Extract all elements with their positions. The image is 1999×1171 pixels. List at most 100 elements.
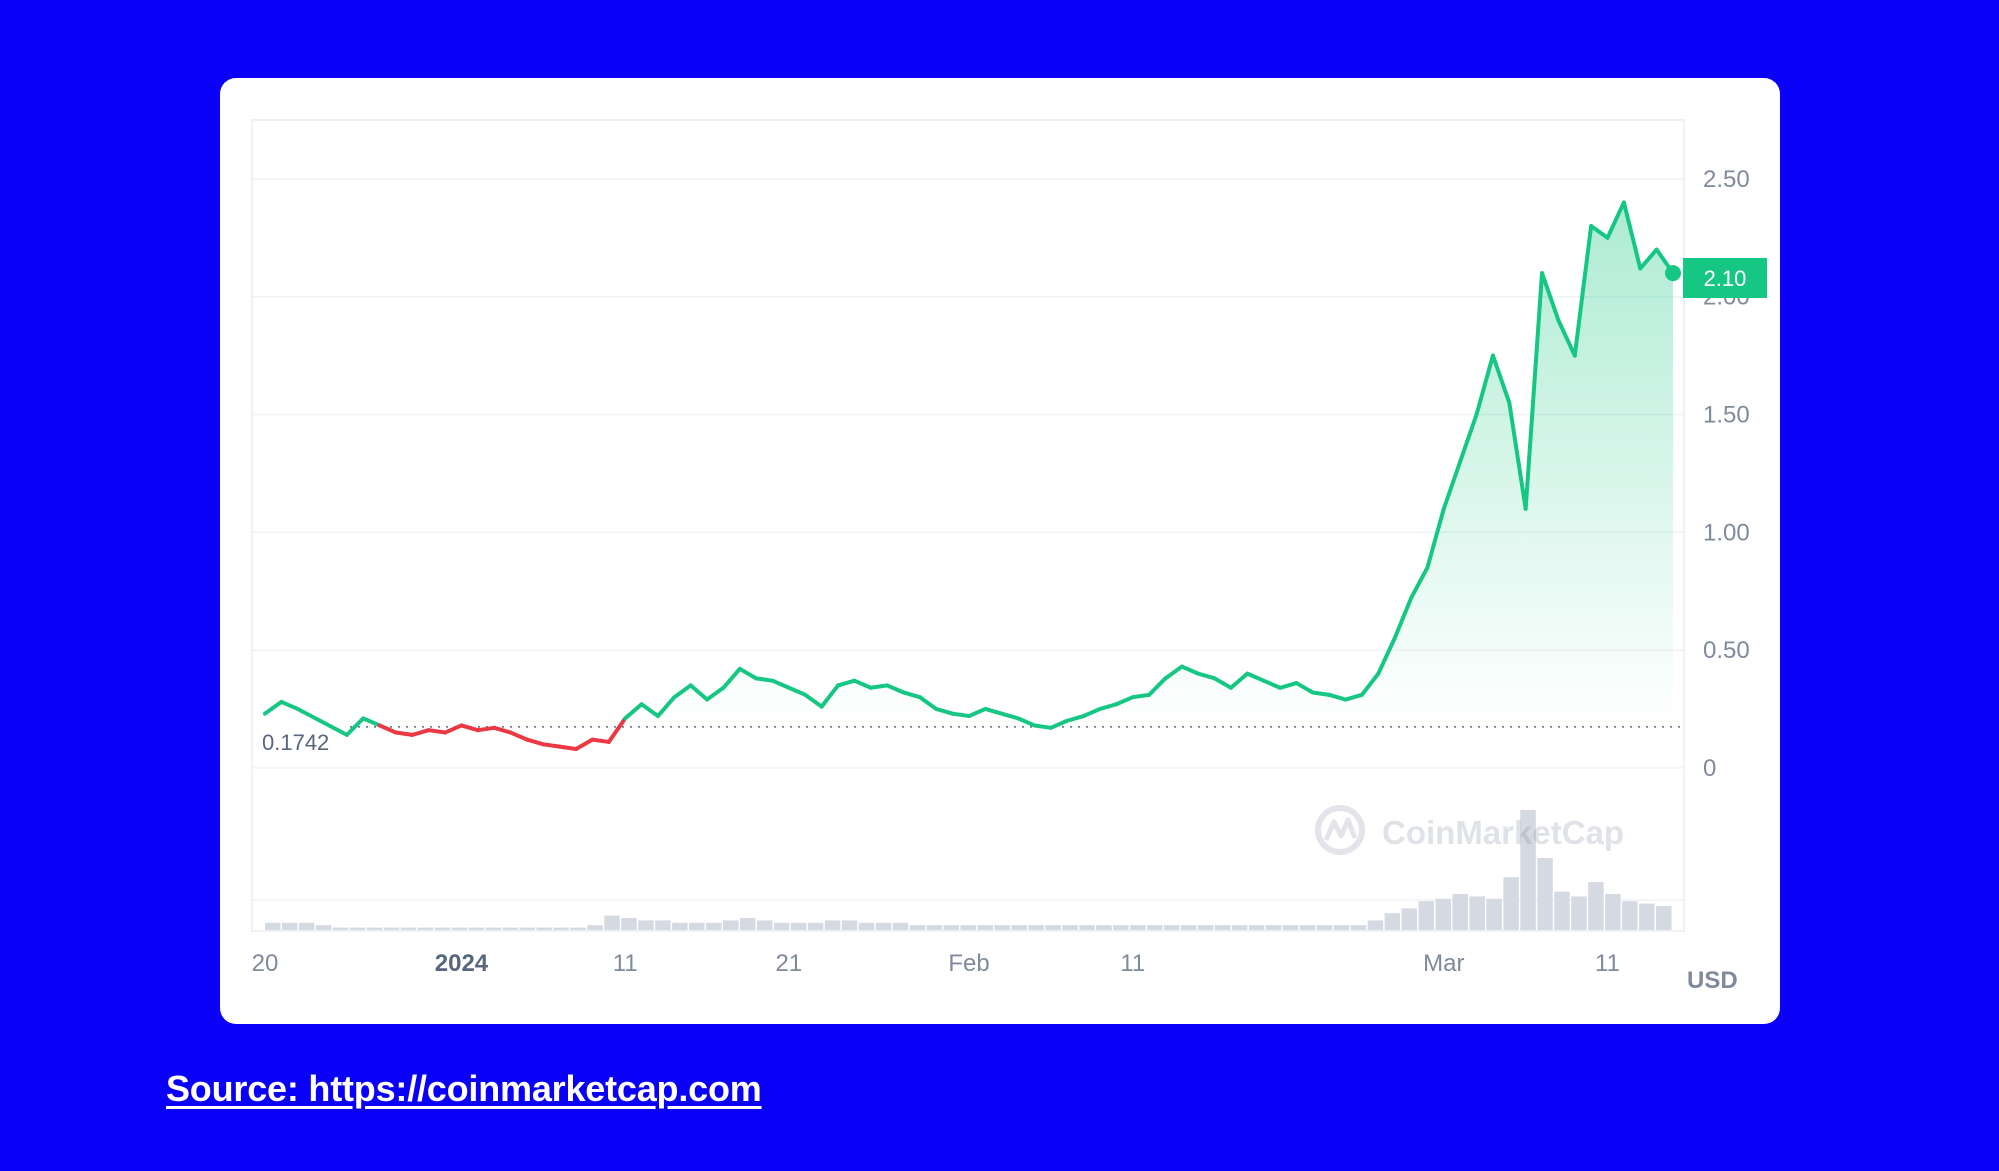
price-chart: CoinMarketCap 00.501.001.502.002.50 2020… bbox=[251, 119, 1767, 994]
price-area-fill bbox=[265, 202, 1673, 727]
price-segment bbox=[1261, 678, 1283, 690]
source-link[interactable]: Source: https://coinmarketcap.com bbox=[166, 1068, 762, 1109]
price-segment bbox=[1163, 664, 1184, 681]
volume-bar bbox=[1062, 925, 1078, 930]
volume-bar bbox=[553, 927, 569, 930]
volume-bar bbox=[1554, 891, 1570, 930]
volume-bar bbox=[265, 922, 281, 930]
price-segment bbox=[426, 728, 448, 735]
volume-bar bbox=[773, 922, 790, 930]
price-segment bbox=[1343, 692, 1364, 702]
current-price-dot bbox=[1665, 265, 1681, 282]
volume-bar bbox=[281, 922, 298, 930]
volume-bar bbox=[1147, 925, 1163, 930]
price-segment bbox=[917, 695, 939, 711]
volume-bar bbox=[1350, 925, 1367, 930]
volume-bar bbox=[1384, 913, 1401, 930]
volume-bar bbox=[570, 927, 586, 930]
price-segment bbox=[1228, 671, 1250, 690]
price-segment bbox=[1130, 692, 1152, 700]
watermark: CoinMarketCap bbox=[1315, 805, 1624, 855]
price-segment bbox=[1605, 200, 1626, 240]
x-tick-label: Feb bbox=[948, 950, 989, 977]
baseline-label: 0.1742 bbox=[262, 730, 329, 755]
price-segment bbox=[770, 678, 791, 690]
volume-bar bbox=[807, 922, 824, 930]
y-tick-label: 1.00 bbox=[1703, 519, 1750, 546]
price-segment bbox=[1474, 353, 1495, 417]
price-segment bbox=[1458, 412, 1479, 464]
price-segment bbox=[1278, 681, 1299, 690]
x-tick-label: 20 bbox=[252, 950, 279, 977]
price-segment bbox=[786, 685, 808, 697]
price-segment bbox=[737, 666, 759, 681]
volume-bar bbox=[926, 925, 943, 930]
volume-bar bbox=[1316, 925, 1333, 930]
volume-bar bbox=[1045, 925, 1061, 930]
price-segment bbox=[999, 711, 1021, 721]
volume-bar bbox=[621, 918, 637, 930]
price-segment bbox=[443, 723, 464, 735]
volume-bar bbox=[824, 920, 841, 930]
volume-bar bbox=[1130, 925, 1146, 930]
price-segment bbox=[803, 692, 824, 709]
price-segment bbox=[1114, 695, 1135, 707]
volume-bars bbox=[265, 810, 1672, 930]
price-segment bbox=[1638, 247, 1659, 271]
volume-bar bbox=[417, 927, 434, 930]
volume-bar bbox=[1028, 925, 1044, 930]
price-segment bbox=[1081, 706, 1102, 719]
volume-bar bbox=[638, 920, 654, 930]
price-segment bbox=[1556, 318, 1577, 358]
price-segment bbox=[885, 683, 906, 695]
price-segment bbox=[819, 683, 841, 709]
price-segment bbox=[983, 706, 1004, 716]
volume-bar bbox=[1435, 898, 1451, 930]
volume-bar bbox=[723, 920, 739, 930]
price-segment bbox=[1327, 692, 1348, 702]
price-segment bbox=[377, 723, 398, 735]
volume-bar bbox=[1537, 858, 1553, 930]
price-area bbox=[265, 202, 1673, 727]
x-tick-label: 11 bbox=[613, 950, 638, 977]
price-segment bbox=[1179, 664, 1201, 676]
price-segment bbox=[361, 716, 382, 728]
volume-bar bbox=[689, 922, 705, 930]
volume-bar bbox=[604, 915, 620, 930]
current-price-badge bbox=[1683, 258, 1767, 298]
price-segment bbox=[967, 706, 988, 719]
price-segment bbox=[950, 711, 971, 719]
volume-bar bbox=[739, 918, 756, 930]
price-segment bbox=[1196, 671, 1217, 681]
price-segment bbox=[1147, 676, 1168, 697]
price-segment bbox=[705, 685, 726, 702]
price-segment bbox=[1507, 400, 1528, 511]
price-segment bbox=[1048, 718, 1070, 730]
volume-bar bbox=[349, 927, 366, 930]
price-segment bbox=[279, 699, 300, 711]
price-segment bbox=[459, 723, 480, 733]
x-tick-label: Mar bbox=[1423, 950, 1464, 977]
volume-bar bbox=[451, 927, 468, 930]
price-segment bbox=[475, 725, 497, 733]
price-segment bbox=[623, 702, 644, 721]
volume-bar bbox=[1113, 925, 1129, 930]
volume-bar bbox=[1469, 896, 1485, 930]
price-segment bbox=[852, 678, 873, 690]
volume-bar bbox=[519, 927, 535, 930]
volume-bar bbox=[1198, 925, 1214, 930]
price-segment bbox=[1212, 676, 1233, 690]
price-segment bbox=[721, 666, 742, 690]
price-segment bbox=[557, 744, 579, 752]
price-segment bbox=[1392, 596, 1414, 641]
volume-bar bbox=[1588, 882, 1604, 930]
volume-bar bbox=[1571, 896, 1587, 930]
price-segment bbox=[836, 678, 857, 688]
x-tick-label: 2024 bbox=[435, 950, 489, 977]
volume-bar bbox=[1622, 901, 1638, 930]
price-segment bbox=[688, 683, 710, 702]
price-segment bbox=[1540, 271, 1561, 323]
plot-frame bbox=[251, 119, 1685, 932]
volume-bar bbox=[1452, 894, 1468, 930]
price-segment bbox=[1441, 459, 1463, 511]
